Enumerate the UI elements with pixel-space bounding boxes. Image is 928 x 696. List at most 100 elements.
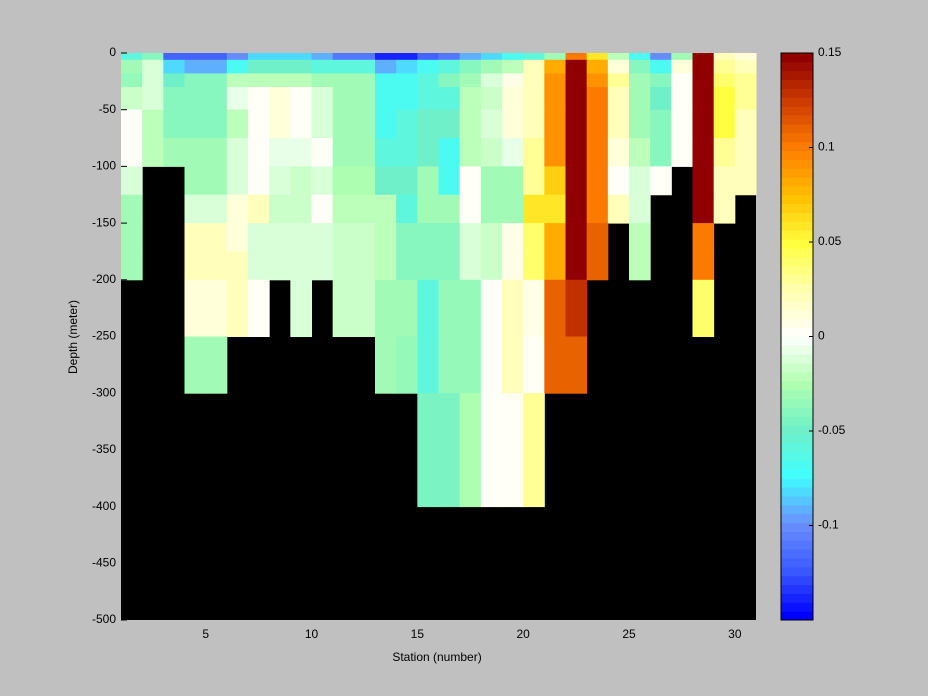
colorbar-band (781, 97, 813, 107)
heatmap-cell (184, 109, 207, 139)
heatmap-cell (480, 449, 503, 508)
heatmap-cell (671, 59, 693, 74)
heatmap-cell (650, 109, 672, 139)
heatmap-cell (290, 53, 312, 61)
heatmap-cell (607, 87, 630, 111)
heatmap-cell (332, 53, 355, 61)
heatmap-cell (459, 393, 482, 451)
heatmap-cell (163, 109, 185, 139)
colorbar-band (781, 504, 813, 515)
heatmap-cell (480, 138, 503, 167)
heatmap-cell (480, 336, 503, 394)
heatmap-cell (163, 59, 185, 74)
heatmap-cell (142, 53, 164, 61)
heatmap-cell (269, 73, 291, 88)
heatmap-cell (142, 138, 164, 167)
heatmap-cell (586, 53, 609, 61)
heatmap-cell (671, 53, 693, 61)
heatmap-cell (353, 194, 376, 224)
heatmap-cell (607, 73, 630, 88)
heatmap-cell (650, 166, 672, 196)
heatmap-cell (607, 59, 630, 74)
heatmap-cell (353, 59, 376, 74)
heatmap-cell (480, 393, 503, 451)
heatmap-cell (184, 166, 207, 196)
heatmap-cell (417, 251, 439, 281)
colorbar-band (781, 61, 813, 72)
heatmap-cell (629, 73, 651, 88)
heatmap-cell (184, 223, 207, 252)
y-tick-label: -150 (92, 215, 116, 229)
heatmap-cell (586, 138, 609, 167)
colorbar-band (781, 194, 813, 205)
heatmap-cell (692, 166, 715, 196)
heatmap-cell (544, 109, 566, 139)
heatmap-cell (692, 53, 715, 61)
heatmap-cell (544, 279, 566, 337)
x-tick-label: 25 (622, 627, 636, 641)
colorbar-band (781, 549, 813, 559)
heatmap-cell (438, 166, 461, 196)
heatmap-cell (459, 138, 482, 167)
heatmap-cell (713, 53, 736, 61)
heatmap-cell (586, 73, 609, 88)
heatmap-cell (692, 87, 715, 111)
heatmap-cell (311, 251, 334, 281)
y-tick-label: -300 (92, 385, 116, 399)
heatmap-cell (248, 87, 270, 111)
heatmap-cell (142, 59, 164, 74)
heatmap-cell (353, 279, 376, 337)
heatmap-cell (459, 449, 482, 508)
colorbar-band (781, 416, 813, 426)
heatmap-cell (248, 73, 270, 88)
heatmap-cell (523, 73, 545, 88)
heatmap-cell (607, 53, 630, 61)
y-tick-label: -100 (92, 159, 116, 173)
colorbar-band (781, 265, 813, 275)
heatmap-cell (713, 194, 736, 224)
heatmap-cell (629, 87, 651, 111)
heatmap-cell (332, 73, 355, 88)
heatmap-cell (650, 87, 672, 111)
heatmap-cell (502, 336, 524, 394)
heatmap-cell (332, 251, 355, 281)
heatmap-cell (226, 53, 249, 61)
heatmap-cell (502, 109, 524, 139)
colorbar-band (781, 398, 813, 408)
colorbar-band (781, 611, 813, 621)
heatmap-cell (353, 166, 376, 196)
colorbar-band (781, 371, 813, 382)
heatmap-cell (353, 73, 376, 88)
heatmap-cell (459, 279, 482, 337)
colorbar-tick-label: -0.05 (818, 423, 846, 437)
heatmap-cell (396, 53, 418, 61)
heatmap-cell (121, 251, 143, 281)
heatmap-cell (417, 393, 439, 451)
heatmap-cell (502, 223, 524, 252)
heatmap-cell (417, 109, 439, 139)
heatmap-cell (417, 138, 439, 167)
heatmap-cell (290, 109, 312, 139)
heatmap-cell (459, 223, 482, 252)
colorbar-band (781, 230, 813, 240)
heatmap-cell (205, 87, 228, 111)
heatmap-cell (523, 449, 545, 508)
heatmap-cell (734, 138, 757, 167)
colorbar-band (781, 53, 813, 63)
heatmap-cell (205, 251, 228, 281)
heatmap-cell (311, 59, 334, 74)
heatmap-cell (417, 73, 439, 88)
colorbar-band (781, 115, 813, 125)
heatmap-cell (205, 166, 228, 196)
heatmap-cell (459, 166, 482, 196)
heatmap-cell (607, 194, 630, 224)
colorbar-band (781, 168, 813, 178)
heatmap-cell (311, 87, 334, 111)
colorbar-band (781, 132, 813, 143)
colorbar-band (781, 478, 813, 488)
colorbar-band (781, 318, 813, 329)
heatmap-cell (396, 138, 418, 167)
heatmap-cell (438, 223, 461, 252)
heatmap-cell (248, 109, 270, 139)
y-tick-label: 0 (109, 45, 116, 59)
